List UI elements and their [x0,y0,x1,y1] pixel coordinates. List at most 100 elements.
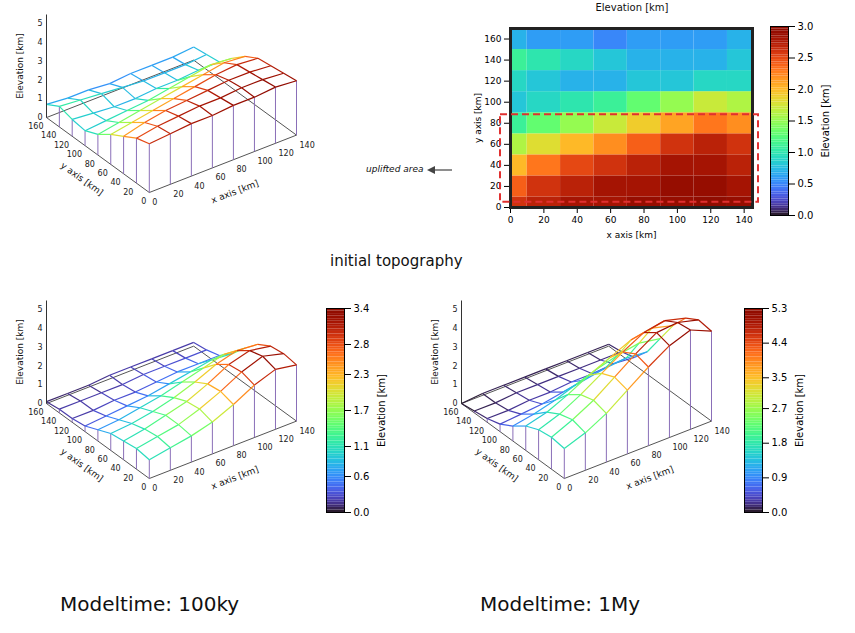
svg-text:y axis [km]: y axis [km] [474,446,520,484]
svg-text:120: 120 [54,141,69,150]
svg-text:140: 140 [456,417,471,426]
svg-text:0: 0 [141,483,146,492]
svg-text:80: 80 [651,451,661,460]
svg-text:Elevation [km]: Elevation [km] [430,319,440,385]
svg-text:5: 5 [452,305,457,314]
svg-text:20: 20 [588,476,598,485]
svg-text:1.0: 1.0 [798,147,814,158]
svg-text:40: 40 [110,178,120,187]
svg-text:0.6: 0.6 [354,471,370,482]
svg-text:Elevation [km]: Elevation [km] [15,33,25,99]
svg-text:5: 5 [37,19,42,28]
svg-text:60: 60 [513,455,523,464]
svg-text:120: 120 [693,435,708,444]
svg-text:0: 0 [37,399,42,408]
svg-text:2.8: 2.8 [354,339,370,350]
svg-text:5.3: 5.3 [772,303,788,314]
svg-text:y axis [km]: y axis [km] [59,446,105,484]
svg-text:x axis [km]: x axis [km] [625,464,675,491]
svg-text:20: 20 [173,476,183,485]
svg-text:20: 20 [538,474,548,483]
svg-text:60: 60 [98,169,108,178]
svg-text:20: 20 [538,215,550,225]
svg-text:0.0: 0.0 [772,507,788,518]
svg-text:0: 0 [37,113,42,122]
svg-text:40: 40 [194,182,204,191]
svg-text:140: 140 [715,427,730,436]
svg-text:y axis [km]: y axis [km] [473,93,483,143]
svg-text:1: 1 [452,380,457,389]
svg-text:80: 80 [638,215,650,225]
svg-text:4.4: 4.4 [772,337,788,348]
svg-text:160: 160 [484,34,501,44]
svg-text:3: 3 [452,343,457,352]
svg-text:80: 80 [236,165,246,174]
svg-text:Elevation [km]: Elevation [km] [820,84,831,157]
svg-text:60: 60 [215,173,225,182]
svg-text:5: 5 [37,305,42,314]
svg-text:2.5: 2.5 [798,52,814,63]
svg-text:1: 1 [37,380,42,389]
svg-text:0: 0 [496,202,502,212]
svg-text:3.4: 3.4 [354,303,370,314]
svg-text:0: 0 [152,484,157,493]
svg-text:80: 80 [236,451,246,460]
svg-text:140: 140 [484,55,501,65]
svg-text:100: 100 [257,157,272,166]
svg-text:2.0: 2.0 [798,84,814,95]
svg-text:1.1: 1.1 [354,441,370,452]
svg-text:40: 40 [572,215,584,225]
svg-text:x axis [km]: x axis [km] [210,464,260,491]
svg-text:2: 2 [452,362,457,371]
svg-text:140: 140 [41,131,56,140]
svg-text:x axis [km]: x axis [km] [606,230,656,240]
svg-text:120: 120 [278,435,293,444]
svg-text:140: 140 [736,215,753,225]
svg-text:140: 140 [300,141,315,150]
svg-text:Elevation [km]: Elevation [km] [376,374,387,447]
svg-text:140: 140 [300,427,315,436]
svg-text:20: 20 [123,474,133,483]
svg-text:80: 80 [85,160,95,169]
svg-text:160: 160 [28,408,43,417]
svg-text:0.0: 0.0 [354,507,370,518]
svg-text:0: 0 [556,483,561,492]
svg-text:100: 100 [484,97,501,107]
svg-text:0: 0 [152,198,157,207]
svg-text:2: 2 [37,76,42,85]
svg-text:3.5: 3.5 [772,372,788,383]
svg-text:4: 4 [37,38,42,47]
svg-text:1.8: 1.8 [772,437,788,448]
svg-text:120: 120 [469,427,484,436]
svg-text:Elevation [km]: Elevation [km] [15,319,25,385]
svg-text:4: 4 [452,324,457,333]
svg-text:80: 80 [500,446,510,455]
svg-text:60: 60 [98,455,108,464]
svg-text:0: 0 [141,197,146,206]
svg-text:40: 40 [525,464,535,473]
svg-text:80: 80 [85,446,95,455]
svg-text:0: 0 [452,399,457,408]
svg-text:1: 1 [37,94,42,103]
svg-text:2.7: 2.7 [772,403,788,414]
svg-text:0: 0 [508,215,514,225]
svg-text:120: 120 [54,427,69,436]
svg-text:100: 100 [672,443,687,452]
svg-text:3: 3 [37,343,42,352]
svg-text:120: 120 [702,215,719,225]
svg-text:100: 100 [67,436,82,445]
svg-text:40: 40 [110,464,120,473]
svg-text:1.5: 1.5 [798,115,814,126]
svg-text:140: 140 [41,417,56,426]
svg-text:4: 4 [37,324,42,333]
svg-text:40: 40 [609,468,619,477]
svg-text:100: 100 [257,443,272,452]
svg-text:160: 160 [28,122,43,131]
svg-text:3: 3 [37,57,42,66]
svg-text:0.5: 0.5 [798,178,814,189]
svg-text:100: 100 [482,436,497,445]
svg-text:Elevation [km]: Elevation [km] [794,374,805,447]
svg-text:100: 100 [669,215,686,225]
svg-text:x axis [km]: x axis [km] [210,178,260,205]
svg-text:20: 20 [123,188,133,197]
